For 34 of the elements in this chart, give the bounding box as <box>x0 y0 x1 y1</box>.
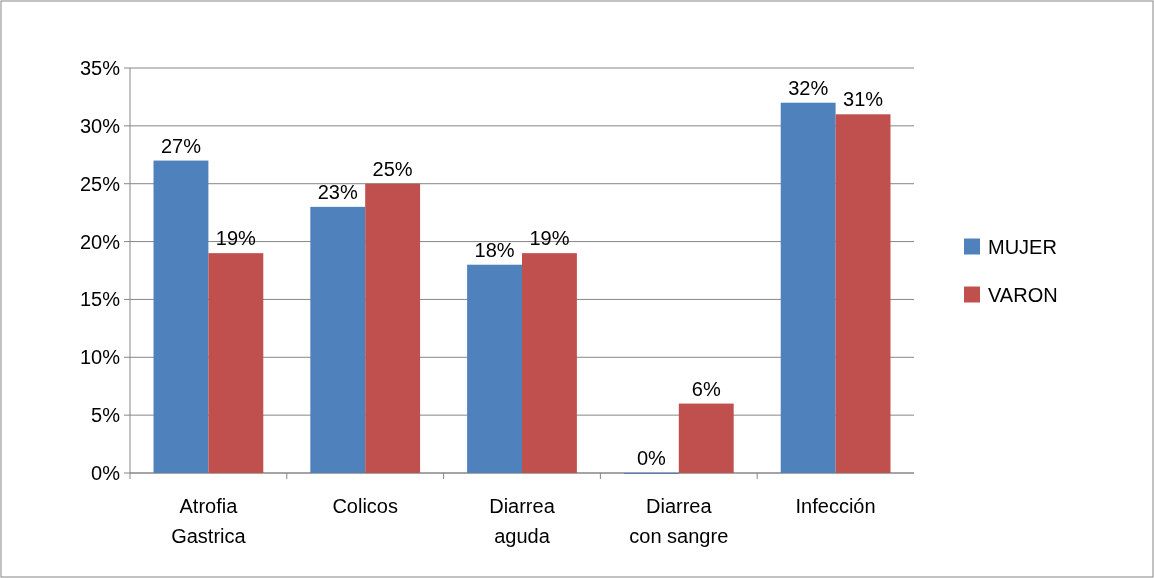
data-label: 18% <box>474 238 515 261</box>
y-tick-label: 0% <box>91 462 121 484</box>
data-label: 32% <box>788 76 829 99</box>
bar <box>678 403 734 473</box>
y-tick-label: 35% <box>79 57 121 79</box>
bar <box>153 160 209 473</box>
data-label: 23% <box>317 180 358 203</box>
y-tick-label: 20% <box>79 230 121 253</box>
data-label: 19% <box>215 227 257 250</box>
x-tick-label: Atrofia Gastrica <box>171 495 247 547</box>
y-tick-label: 15% <box>79 288 121 311</box>
x-tick-label: Diarrea aguda <box>489 495 556 547</box>
bar <box>310 206 366 473</box>
bar <box>780 102 836 473</box>
x-tick-label: Infección <box>795 495 876 517</box>
data-label: 19% <box>529 227 570 250</box>
y-tick-label: 10% <box>79 346 121 369</box>
data-label: 0% <box>636 447 667 469</box>
data-label: 31% <box>843 88 884 111</box>
data-label: 6% <box>691 377 721 400</box>
x-tick-label: Colicos <box>332 495 398 517</box>
bar <box>365 183 421 473</box>
bar <box>208 253 264 473</box>
y-tick-label: 5% <box>91 404 121 427</box>
legend-label: MUJER <box>988 235 1057 258</box>
data-label: 25% <box>372 157 413 180</box>
bar <box>467 264 522 473</box>
x-tick-label: Diarrea con sangre <box>629 495 729 547</box>
legend-label: VARON <box>988 283 1058 306</box>
y-tick-label: 25% <box>79 172 121 195</box>
data-label: 27% <box>160 134 202 157</box>
y-tick-label: 30% <box>79 114 121 137</box>
bar <box>522 253 577 473</box>
bar <box>835 114 891 473</box>
